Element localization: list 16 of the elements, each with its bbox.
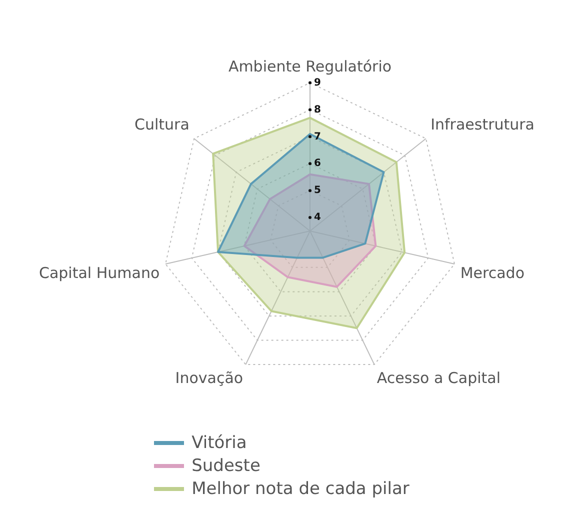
y-tick-label: 6 [314, 158, 321, 170]
spoke-label: Ambiente Regulatório [228, 58, 392, 76]
spoke-label: Mercado [460, 264, 525, 282]
legend-label: Sudeste [192, 456, 260, 476]
spoke-label: Infraestrutura [430, 116, 535, 134]
spoke-label: Capital Humano [38, 264, 160, 282]
y-tick-label: 7 [314, 131, 321, 142]
y-tick-label: 9 [314, 77, 321, 88]
spoke-label: Cultura [134, 116, 190, 134]
spoke-label: Inovação [175, 368, 244, 387]
spoke-label: Acesso a Capital [376, 368, 501, 387]
legend-label: Vitória [192, 433, 247, 453]
legend-label: Melhor nota de cada pilar [192, 479, 410, 499]
y-tick-label: 5 [314, 185, 321, 196]
y-tick-label: 8 [314, 104, 321, 116]
y-tick-label: 4 [314, 212, 321, 224]
